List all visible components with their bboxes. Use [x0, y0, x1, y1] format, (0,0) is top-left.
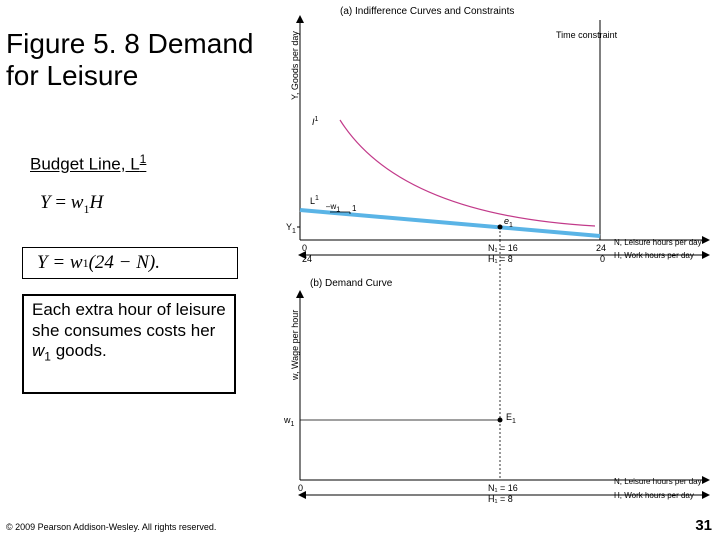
- b-n1-label: N₁ = 16: [488, 483, 518, 493]
- b-origin-0: 0: [298, 483, 303, 493]
- panel-b-chart: [0, 0, 720, 540]
- b-right-bot: H, Work hours per day: [614, 491, 694, 500]
- E1-label: E1: [506, 412, 516, 425]
- b-right-top: N, Leisure hours per day: [614, 477, 702, 486]
- w1-label: w1: [284, 415, 294, 428]
- copyright: © 2009 Pearson Addison-Wesley. All right…: [6, 522, 216, 532]
- b-h1-label: H₁ = 8: [488, 494, 513, 504]
- page-number: 31: [695, 517, 712, 534]
